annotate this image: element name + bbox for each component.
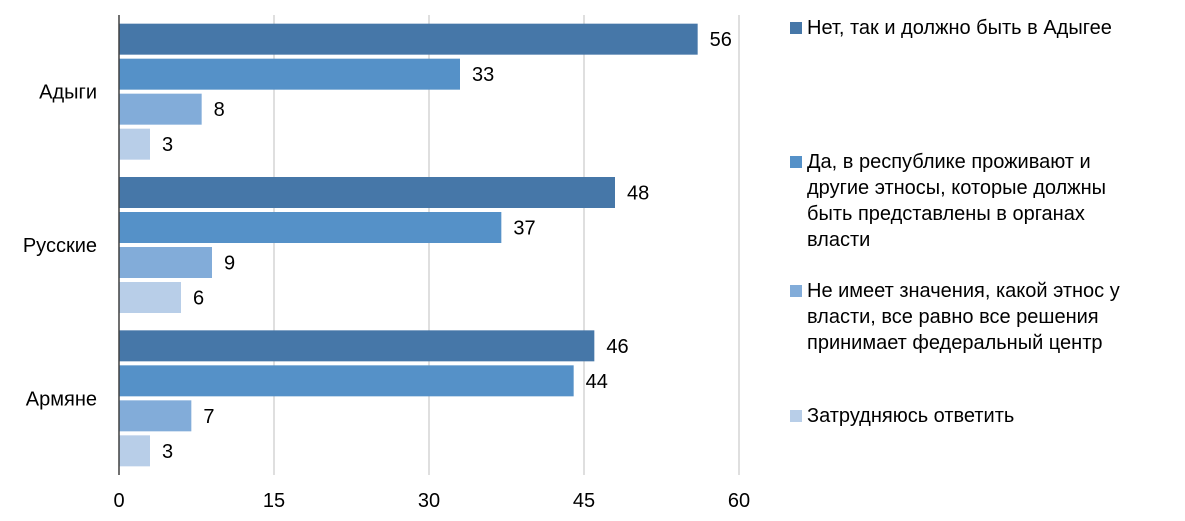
category-label: Адыги bbox=[39, 82, 97, 104]
category-label: Армяне bbox=[26, 388, 97, 410]
legend-swatch bbox=[790, 22, 802, 34]
data-label: 44 bbox=[586, 371, 608, 393]
data-label: 6 bbox=[193, 288, 204, 310]
data-label: 46 bbox=[606, 336, 628, 358]
bar bbox=[119, 435, 150, 467]
legend-label: Затрудняюсь ответить bbox=[807, 403, 1014, 429]
x-tick-label: 60 bbox=[728, 490, 750, 512]
legend-label-line: власти bbox=[807, 229, 871, 251]
data-label: 33 bbox=[472, 64, 494, 86]
legend-label: Да, в республике проживают и другие этно… bbox=[807, 149, 1106, 253]
x-tick-label: 0 bbox=[113, 490, 124, 512]
bar bbox=[119, 177, 615, 208]
legend-item: Да, в республике проживают и другие этно… bbox=[790, 149, 1185, 253]
bar bbox=[119, 93, 202, 125]
legend-label: Нет, так и должно быть в Адыгее bbox=[807, 15, 1112, 41]
legend-item: Не имеет значения, какой этнос у власти,… bbox=[790, 278, 1185, 356]
legend-item: Затрудняюсь ответить bbox=[790, 403, 1185, 429]
legend-label-line: Нет, так и должно быть в Адыгее bbox=[807, 17, 1112, 39]
bar bbox=[119, 58, 460, 90]
data-label: 48 bbox=[627, 183, 649, 205]
category-label: Русские bbox=[23, 235, 97, 257]
legend-swatch bbox=[790, 410, 802, 422]
legend: Нет, так и должно быть в Адыгее Да, в ре… bbox=[790, 0, 1185, 521]
data-label: 37 bbox=[513, 218, 535, 240]
legend-item: Нет, так и должно быть в Адыгее bbox=[790, 15, 1185, 41]
legend-label-line: принимает федеральный центр bbox=[807, 332, 1103, 354]
x-tick-label: 30 bbox=[418, 490, 440, 512]
data-label: 8 bbox=[214, 99, 225, 121]
bar bbox=[119, 128, 150, 160]
x-tick-label: 15 bbox=[263, 490, 285, 512]
legend-swatch bbox=[790, 156, 802, 168]
data-label: 7 bbox=[203, 406, 214, 428]
legend-label-line: Затрудняюсь ответить bbox=[807, 405, 1015, 427]
x-tick-label: 45 bbox=[573, 490, 595, 512]
bar bbox=[119, 247, 212, 278]
legend-label-line: быть представлены в органах bbox=[807, 203, 1085, 225]
bar bbox=[119, 365, 574, 397]
legend-label-line: Да, в республике проживают и bbox=[807, 151, 1091, 173]
data-label: 3 bbox=[162, 441, 173, 463]
bar bbox=[119, 23, 698, 55]
data-label: 3 bbox=[162, 134, 173, 156]
legend-swatch bbox=[790, 285, 802, 297]
bar-chart: 56 33 8 3 Адыги 48 37 96 Русские 46 44 7 3 Армяне 0 15 3… bbox=[23, 15, 750, 512]
legend-label: Не имеет значения, какой этнос у власти,… bbox=[807, 278, 1120, 356]
legend-label-line: другие этносы, которые должны bbox=[807, 177, 1107, 199]
bar bbox=[119, 212, 502, 243]
legend-label-line: Не имеет значения, какой этнос у bbox=[807, 280, 1120, 302]
data-label: 9 bbox=[224, 253, 235, 275]
bar bbox=[119, 400, 192, 432]
bar bbox=[119, 330, 595, 362]
legend-label-line: власти, все равно все решения bbox=[807, 306, 1099, 328]
bar bbox=[119, 282, 181, 313]
data-label: 56 bbox=[710, 29, 732, 51]
